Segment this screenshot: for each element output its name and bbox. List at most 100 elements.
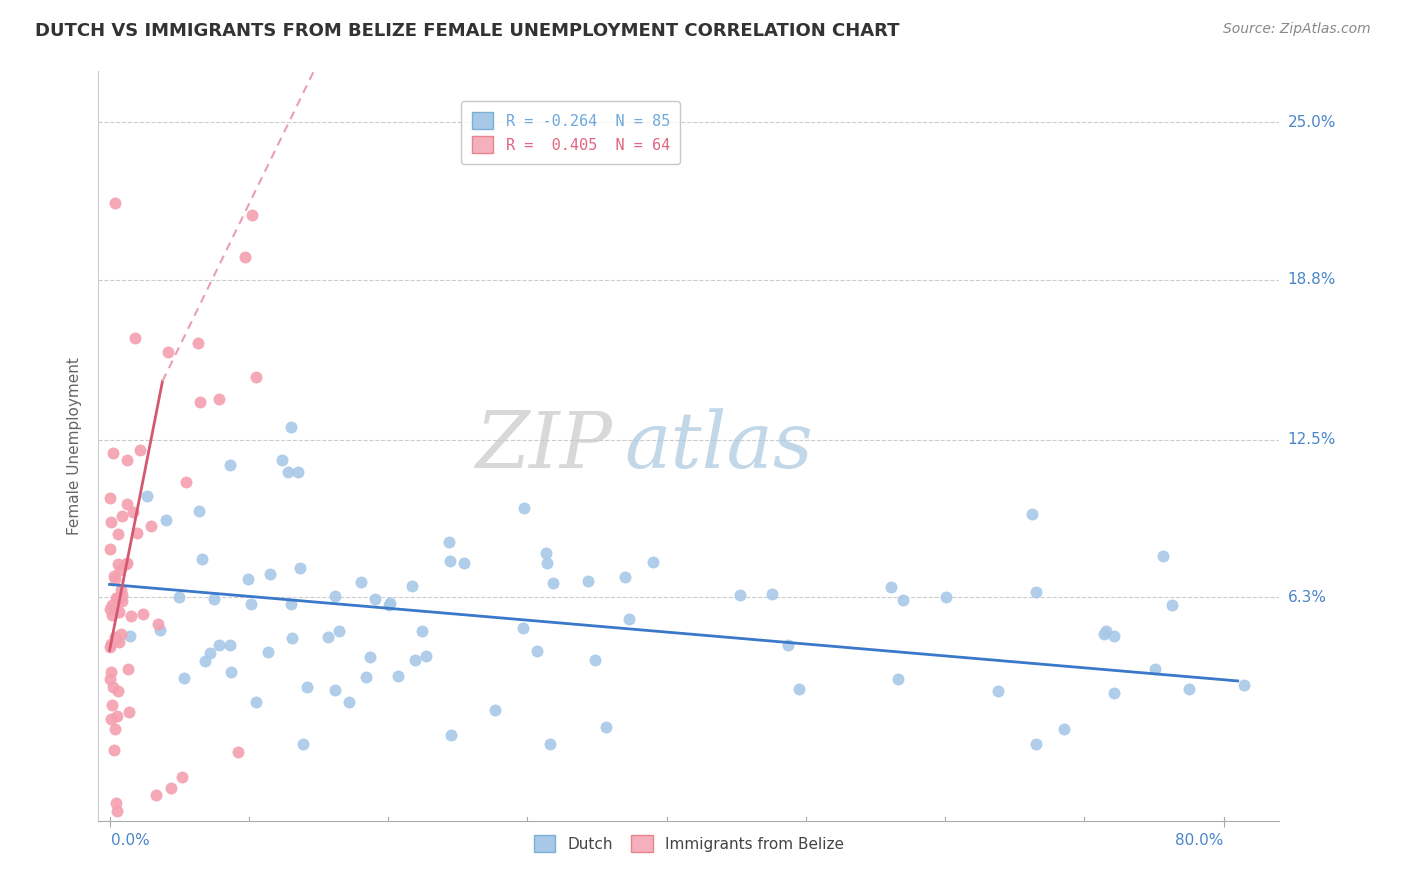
Point — [190, 551, 212, 566]
Point — [233, 250, 256, 264]
Point — [935, 590, 957, 604]
Point — [987, 684, 1010, 698]
Point — [891, 592, 914, 607]
Point — [101, 681, 124, 695]
Point — [886, 672, 908, 686]
Point — [105, 591, 128, 606]
Point — [439, 554, 461, 568]
Point — [104, 572, 127, 586]
Point — [157, 344, 180, 359]
Point — [270, 453, 292, 467]
Point — [105, 709, 128, 723]
Text: 12.5%: 12.5% — [1288, 432, 1336, 447]
Point — [98, 672, 121, 686]
Point — [125, 526, 148, 541]
Point — [148, 623, 170, 637]
Point — [160, 780, 183, 795]
Point — [141, 519, 163, 533]
Point — [401, 579, 423, 593]
Point — [415, 649, 437, 664]
Point — [111, 509, 134, 524]
Point — [100, 712, 122, 726]
Point — [226, 745, 249, 759]
Point — [1144, 662, 1167, 676]
Text: 0.0%: 0.0% — [111, 833, 149, 848]
Text: 6.3%: 6.3% — [1288, 590, 1327, 605]
Point — [100, 637, 122, 651]
Point — [202, 591, 225, 606]
Point — [198, 646, 221, 660]
Point — [98, 601, 121, 615]
Text: Source: ZipAtlas.com: Source: ZipAtlas.com — [1223, 22, 1371, 37]
Point — [380, 596, 402, 610]
Point — [110, 627, 132, 641]
Point — [208, 638, 231, 652]
Point — [354, 670, 377, 684]
Point — [117, 662, 139, 676]
Point — [104, 196, 127, 211]
Point — [437, 535, 460, 549]
Point — [108, 563, 131, 577]
Point — [1177, 682, 1199, 697]
Point — [100, 491, 122, 506]
Point — [107, 684, 129, 698]
Point — [291, 738, 314, 752]
Point — [1092, 626, 1115, 640]
Text: atlas: atlas — [624, 408, 813, 484]
Point — [187, 336, 209, 351]
Point — [105, 804, 128, 818]
Point — [146, 617, 169, 632]
Point — [789, 681, 811, 696]
Point — [295, 681, 318, 695]
Point — [1021, 507, 1043, 521]
Point — [259, 567, 281, 582]
Point — [761, 587, 783, 601]
Point — [108, 635, 131, 649]
Point — [1102, 686, 1125, 700]
Point — [104, 630, 127, 644]
Point — [543, 576, 565, 591]
Point — [98, 542, 121, 557]
Point — [221, 665, 243, 680]
Point — [118, 706, 141, 720]
Point — [1102, 629, 1125, 643]
Text: ZIP: ZIP — [475, 408, 612, 484]
Point — [111, 588, 134, 602]
Point — [103, 446, 125, 460]
Text: DUTCH VS IMMIGRANTS FROM BELIZE FEMALE UNEMPLOYMENT CORRELATION CHART: DUTCH VS IMMIGRANTS FROM BELIZE FEMALE U… — [35, 22, 900, 40]
Point — [277, 466, 299, 480]
Point — [117, 497, 139, 511]
Point — [280, 420, 302, 434]
Point — [1161, 599, 1184, 613]
Point — [337, 695, 360, 709]
Point — [879, 580, 901, 594]
Point — [107, 557, 129, 571]
Point — [1053, 723, 1076, 737]
Point — [104, 723, 127, 737]
Point — [169, 590, 191, 604]
Point — [614, 570, 637, 584]
Point — [115, 453, 138, 467]
Point — [281, 631, 304, 645]
Point — [1025, 585, 1047, 599]
Point — [107, 527, 129, 541]
Point — [776, 638, 799, 652]
Point — [188, 395, 211, 409]
Point — [100, 665, 122, 680]
Point — [411, 624, 433, 638]
Point — [208, 392, 231, 406]
Point — [323, 589, 346, 603]
Point — [120, 609, 142, 624]
Point — [103, 743, 125, 757]
Point — [404, 653, 426, 667]
Text: 25.0%: 25.0% — [1288, 115, 1336, 129]
Point — [1094, 624, 1116, 638]
Point — [105, 796, 128, 810]
Point — [98, 640, 121, 655]
Point — [728, 588, 751, 602]
Point — [236, 572, 259, 586]
Text: 18.8%: 18.8% — [1288, 272, 1336, 287]
Text: 80.0%: 80.0% — [1175, 833, 1223, 848]
Point — [103, 569, 125, 583]
Point — [364, 592, 387, 607]
